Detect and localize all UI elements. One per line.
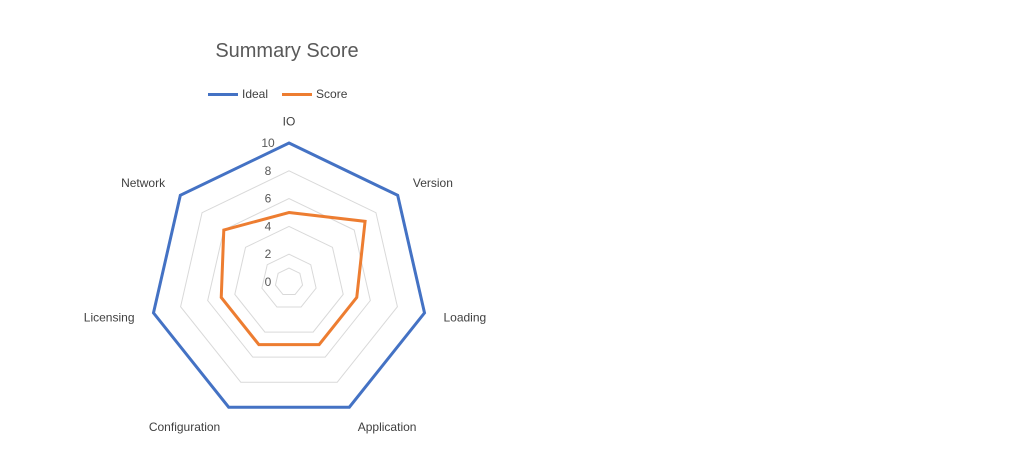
gridline-ring	[274, 267, 304, 296]
legend-item-ideal: Ideal	[208, 87, 268, 101]
gridline-ring	[234, 225, 344, 333]
radial-tick-label: 10	[261, 136, 275, 150]
legend-swatch-score	[282, 92, 313, 96]
category-label: Loading	[443, 310, 486, 324]
radial-tick-label: 0	[265, 275, 272, 289]
radial-tick-label: 4	[265, 219, 272, 233]
category-label: Version	[413, 176, 453, 190]
gridline-ring	[207, 198, 371, 358]
category-label: IO	[283, 115, 296, 129]
radial-tick-label: 6	[265, 192, 272, 206]
gridline-ring	[180, 170, 398, 383]
category-label: Network	[121, 176, 166, 190]
legend-item-score: Score	[282, 87, 347, 101]
category-label: Licensing	[84, 310, 135, 324]
radial-tick-label: 2	[265, 247, 272, 261]
series-line-ideal	[151, 141, 427, 409]
series-line-score	[219, 210, 367, 347]
category-label: Application	[358, 420, 417, 434]
legend-swatch-ideal	[208, 92, 238, 96]
category-label: Configuration	[149, 420, 220, 434]
legend: Ideal Score	[208, 86, 361, 102]
chart-title: Summary Score	[215, 40, 359, 62]
gridline-ring	[261, 253, 317, 308]
legend-label-ideal: Ideal	[242, 87, 269, 101]
radial-tick-label: 8	[265, 164, 272, 178]
legend-label-score: Score	[316, 87, 348, 101]
